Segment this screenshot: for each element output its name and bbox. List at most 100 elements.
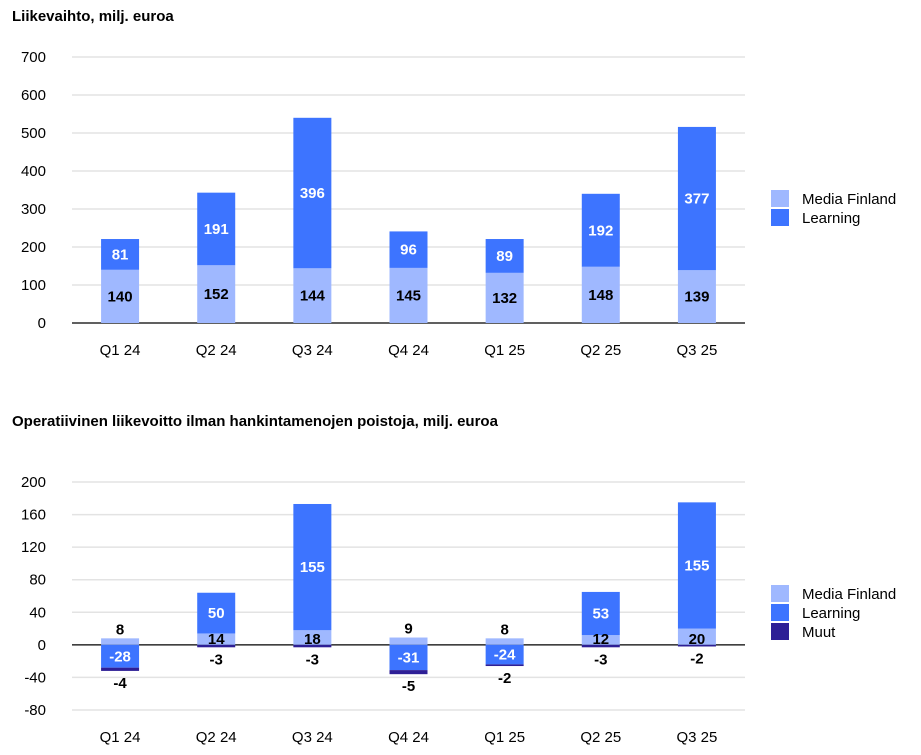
y-tick-label: -80: [24, 702, 46, 719]
data-label: 9: [404, 621, 412, 638]
legend-label: Learning: [802, 605, 860, 622]
y-tick-label: 100: [21, 277, 46, 294]
data-label: 144: [300, 288, 326, 305]
bar-media-finland: [485, 638, 524, 645]
data-label: 14: [208, 631, 225, 648]
x-tick-label: Q4 24: [388, 342, 429, 359]
data-label: -4: [113, 675, 127, 692]
y-tick-label: 120: [21, 539, 46, 556]
bar-media-finland: [197, 633, 236, 645]
legend-swatch: [771, 585, 789, 602]
bar-media-finland: [293, 268, 332, 323]
y-tick-label: 400: [21, 163, 46, 180]
bar-learning: [485, 239, 524, 273]
bar-muut: [581, 644, 620, 648]
data-label: -3: [594, 651, 607, 668]
data-label: 8: [116, 621, 124, 638]
x-tick-label: Q2 24: [196, 729, 237, 746]
bar-learning: [293, 117, 332, 269]
x-tick-label: Q1 24: [100, 342, 141, 359]
bar-learning: [677, 126, 716, 271]
bar-media-finland: [101, 638, 140, 645]
x-tick-label: Q3 25: [676, 342, 717, 359]
data-label: 18: [304, 631, 321, 648]
data-label: 155: [300, 559, 325, 576]
data-label: -2: [690, 650, 703, 667]
bar-learning: [581, 193, 620, 267]
x-tick-label: Q3 25: [676, 729, 717, 746]
bar-learning: [677, 502, 716, 629]
bar-learning: [293, 503, 332, 631]
chart-title-revenue: Liikevaihto, milj. euroa: [12, 8, 174, 25]
bar-media-finland: [389, 637, 428, 645]
data-label: 396: [300, 185, 325, 202]
legend-swatch: [771, 209, 789, 226]
data-label: 81: [112, 246, 129, 263]
data-label: 145: [396, 287, 421, 304]
bar-learning: [197, 192, 236, 266]
legend-label: Media Finland: [802, 586, 896, 603]
bar-media-finland: [485, 272, 524, 323]
bar-muut: [101, 667, 140, 671]
x-tick-label: Q2 24: [196, 342, 237, 359]
y-tick-label: 80: [29, 572, 46, 589]
data-label: 20: [689, 631, 706, 648]
y-tick-label: 700: [21, 49, 46, 66]
legend-label: Learning: [802, 210, 860, 227]
data-label: 132: [492, 290, 517, 307]
data-label: 148: [588, 287, 613, 304]
bar-muut: [677, 644, 716, 647]
data-label: -31: [398, 649, 420, 666]
legend-label: Media Finland: [802, 191, 896, 208]
data-label: 89: [496, 248, 513, 265]
x-tick-label: Q1 25: [484, 729, 525, 746]
x-tick-label: Q1 25: [484, 342, 525, 359]
x-tick-label: Q3 24: [292, 729, 333, 746]
data-label: -28: [109, 648, 131, 665]
x-tick-label: Q4 24: [388, 729, 429, 746]
x-tick-label: Q1 24: [100, 729, 141, 746]
bar-muut: [197, 644, 236, 648]
data-label: -3: [306, 651, 319, 668]
y-tick-label: 600: [21, 87, 46, 104]
bar-muut: [293, 644, 332, 648]
data-label: 96: [400, 242, 417, 259]
bar-learning: [101, 239, 140, 270]
legend-label: Muut: [802, 624, 836, 641]
bar-learning: [485, 644, 524, 665]
y-tick-label: 0: [38, 315, 46, 332]
bar-media-finland: [293, 630, 332, 645]
bar-learning: [581, 591, 620, 636]
chart-title-operating-profit: Operatiivinen liikevoitto ilman hankinta…: [12, 413, 498, 430]
bar-muut: [485, 664, 524, 667]
data-label: 8: [500, 621, 508, 638]
legend-swatch: [771, 623, 789, 640]
bar-learning: [101, 644, 140, 668]
bar-media-finland: [581, 266, 620, 323]
y-tick-label: -40: [24, 669, 46, 686]
data-label: -2: [498, 670, 511, 687]
x-tick-label: Q2 25: [580, 729, 621, 746]
data-label: 53: [592, 606, 609, 623]
bar-muut: [389, 670, 428, 675]
y-tick-label: 200: [21, 239, 46, 256]
y-tick-label: 40: [29, 604, 46, 621]
data-label: 140: [108, 288, 133, 305]
bar-media-finland: [101, 269, 140, 323]
bar-learning: [197, 592, 236, 634]
y-tick-label: 160: [21, 507, 46, 524]
bar-media-finland: [581, 635, 620, 645]
data-label: 192: [588, 222, 613, 239]
data-label: 50: [208, 605, 225, 622]
data-label: 377: [684, 191, 709, 208]
y-tick-label: 500: [21, 125, 46, 142]
data-label: -3: [210, 651, 223, 668]
data-label: 155: [684, 557, 709, 574]
y-tick-label: 0: [38, 637, 46, 654]
data-label: -24: [494, 647, 516, 664]
bar-media-finland: [197, 265, 236, 323]
bar-media-finland: [677, 628, 716, 645]
bar-learning: [389, 231, 428, 268]
